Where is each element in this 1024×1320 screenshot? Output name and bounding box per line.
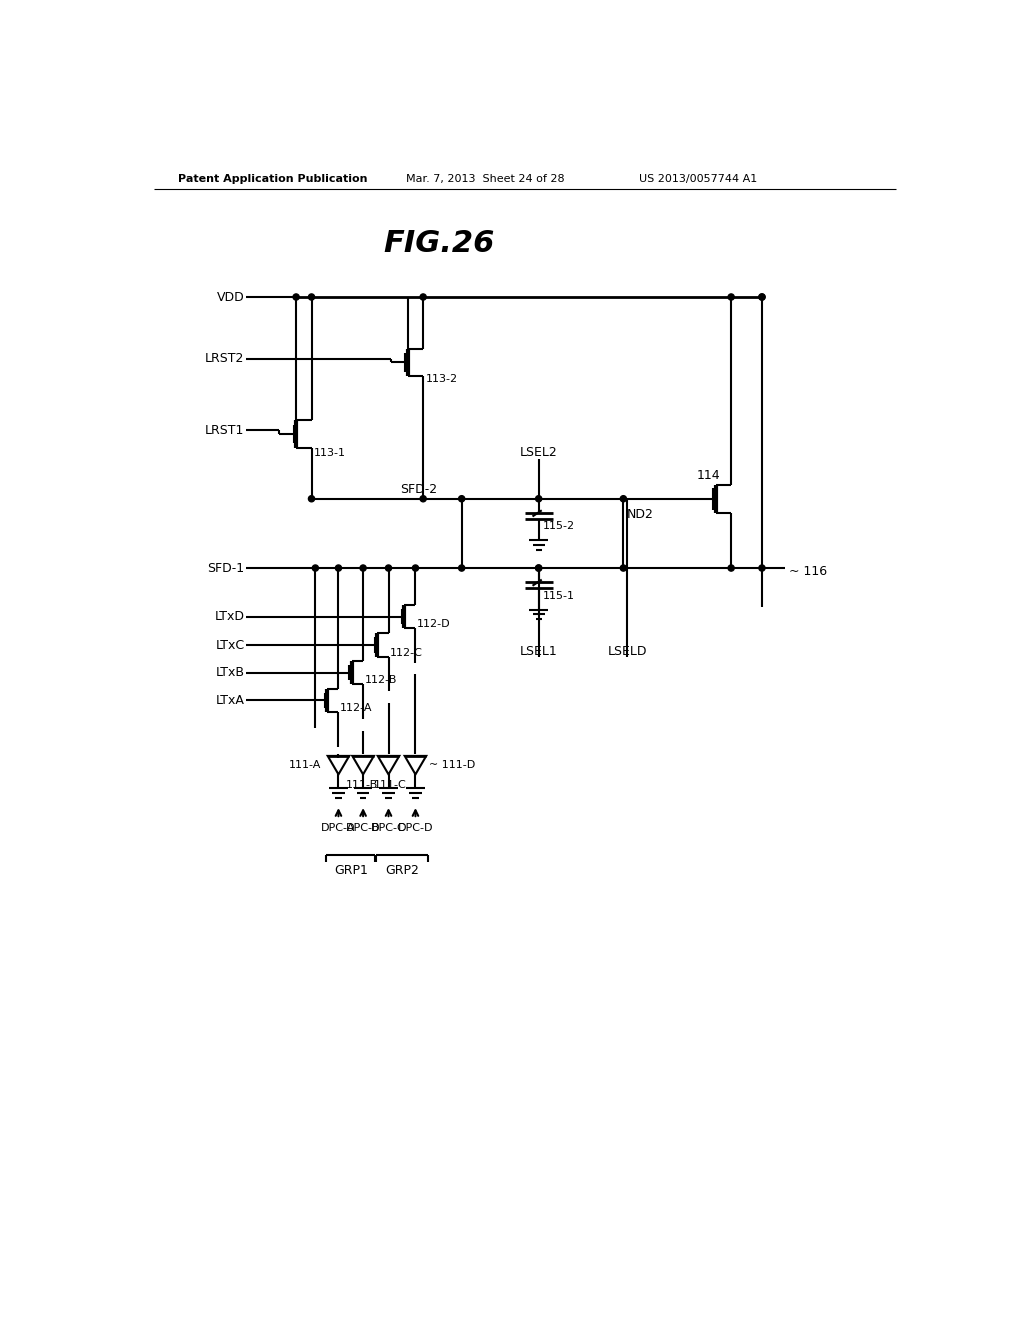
Text: LTxA: LTxA bbox=[216, 694, 245, 708]
Text: 115-1: 115-1 bbox=[543, 591, 574, 601]
Text: Mar. 7, 2013  Sheet 24 of 28: Mar. 7, 2013 Sheet 24 of 28 bbox=[407, 174, 565, 185]
Circle shape bbox=[621, 495, 627, 502]
Text: FIG.26: FIG.26 bbox=[383, 228, 495, 257]
Circle shape bbox=[293, 294, 299, 300]
Text: 111-B: 111-B bbox=[345, 780, 378, 791]
Text: 112-B: 112-B bbox=[365, 676, 397, 685]
Circle shape bbox=[459, 495, 465, 502]
Circle shape bbox=[536, 565, 542, 572]
Text: 112-D: 112-D bbox=[417, 619, 451, 630]
Text: 112-C: 112-C bbox=[390, 648, 423, 657]
Text: SFD-1: SFD-1 bbox=[208, 561, 245, 574]
Circle shape bbox=[312, 565, 318, 572]
Text: LSEL1: LSEL1 bbox=[520, 644, 557, 657]
Text: DPC-C: DPC-C bbox=[371, 824, 406, 833]
Text: SFD-2: SFD-2 bbox=[400, 483, 437, 496]
Text: ~ 111-D: ~ 111-D bbox=[429, 760, 475, 770]
Text: US 2013/0057744 A1: US 2013/0057744 A1 bbox=[639, 174, 757, 185]
Text: DPC-D: DPC-D bbox=[397, 824, 433, 833]
Text: ND2: ND2 bbox=[628, 508, 654, 520]
Circle shape bbox=[360, 565, 367, 572]
Circle shape bbox=[336, 565, 342, 572]
Circle shape bbox=[308, 294, 314, 300]
Circle shape bbox=[728, 565, 734, 572]
Circle shape bbox=[759, 294, 765, 300]
Text: LTxD: LTxD bbox=[214, 610, 245, 623]
Text: ~ 116: ~ 116 bbox=[788, 565, 827, 578]
Circle shape bbox=[459, 565, 465, 572]
Text: LSEL2: LSEL2 bbox=[520, 446, 557, 459]
Text: LSELD: LSELD bbox=[607, 644, 647, 657]
Text: Patent Application Publication: Patent Application Publication bbox=[178, 174, 368, 185]
Circle shape bbox=[413, 565, 419, 572]
Text: GRP2: GRP2 bbox=[385, 865, 419, 878]
Text: LRST1: LRST1 bbox=[205, 424, 245, 437]
Circle shape bbox=[308, 495, 314, 502]
Circle shape bbox=[759, 565, 765, 572]
Text: LTxB: LTxB bbox=[215, 667, 245, 680]
Text: 111-A: 111-A bbox=[289, 760, 322, 770]
Text: 111-C: 111-C bbox=[374, 780, 407, 791]
Text: LRST2: LRST2 bbox=[205, 352, 245, 366]
Circle shape bbox=[420, 294, 426, 300]
Circle shape bbox=[621, 565, 627, 572]
Circle shape bbox=[385, 565, 391, 572]
Circle shape bbox=[536, 495, 542, 502]
Text: 113-1: 113-1 bbox=[313, 449, 346, 458]
Text: DPC-B: DPC-B bbox=[346, 824, 380, 833]
Text: 113-2: 113-2 bbox=[425, 375, 458, 384]
Text: VDD: VDD bbox=[217, 290, 245, 304]
Text: DPC-A: DPC-A bbox=[322, 824, 355, 833]
Text: 114: 114 bbox=[696, 469, 720, 482]
Text: LTxC: LTxC bbox=[215, 639, 245, 652]
Circle shape bbox=[420, 495, 426, 502]
Circle shape bbox=[728, 294, 734, 300]
Circle shape bbox=[536, 565, 542, 572]
Text: GRP1: GRP1 bbox=[334, 865, 368, 878]
Circle shape bbox=[759, 294, 765, 300]
Text: 115-2: 115-2 bbox=[543, 521, 574, 532]
Text: 112-A: 112-A bbox=[340, 704, 373, 713]
